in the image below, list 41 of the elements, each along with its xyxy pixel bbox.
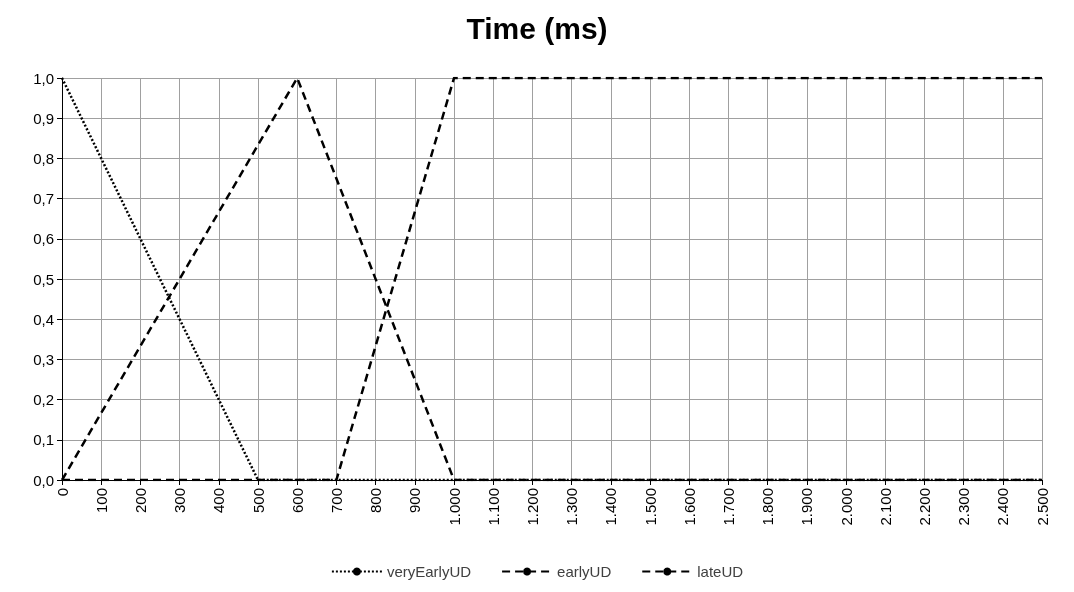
y-tick-label: 0,2 <box>33 391 54 409</box>
y-tick-label: 0,3 <box>33 350 54 368</box>
x-tick-label: 100 <box>92 488 110 514</box>
y-tick-label: 0,8 <box>33 149 54 167</box>
legend-label: earlyUD <box>557 563 612 580</box>
legend-label: veryEarlyUD <box>386 563 472 580</box>
x-tick-label: 400 <box>210 488 228 514</box>
x-tick-label: 1.900 <box>798 488 816 526</box>
x-tick-label: 900 <box>406 488 424 514</box>
x-tick-label: 300 <box>171 488 189 514</box>
x-tick-label: 1.600 <box>680 488 698 526</box>
x-tick-label: 2.100 <box>876 488 894 526</box>
y-tick-label: 0,6 <box>33 230 54 248</box>
x-tick-label: 1.100 <box>484 488 502 526</box>
x-tick-label: 0 <box>53 488 71 497</box>
x-tick-label: 1.500 <box>641 488 659 526</box>
x-tick-label: 2.300 <box>955 488 973 526</box>
y-tick-label: 0,9 <box>33 109 54 127</box>
x-tick-label: 1.300 <box>563 488 581 526</box>
chart-title: Time (ms) <box>466 11 608 45</box>
x-tick-label: 800 <box>367 488 385 514</box>
x-tick-label: 2.400 <box>994 488 1012 526</box>
y-tick-label: 0,5 <box>33 270 54 288</box>
y-tick-label: 0,0 <box>33 471 54 489</box>
x-tick-label: 200 <box>131 488 149 514</box>
y-tick-label: 0,7 <box>33 190 54 208</box>
x-tick-label: 1.200 <box>523 488 541 526</box>
y-tick-label: 1,0 <box>33 69 54 87</box>
x-tick-label: 2.000 <box>837 488 855 526</box>
y-tick-label: 0,4 <box>33 310 54 328</box>
x-tick-label: 500 <box>249 488 267 514</box>
x-tick-label: 1.000 <box>445 488 463 526</box>
y-tick-label: 0,1 <box>33 431 54 449</box>
x-tick-label: 600 <box>288 488 306 514</box>
x-tick-label: 700 <box>327 488 345 514</box>
legend-label: lateUD <box>697 563 744 580</box>
x-tick-label: 2.200 <box>915 488 933 526</box>
x-tick-label: 2.500 <box>1033 488 1051 526</box>
x-tick-label: 1.400 <box>602 488 620 526</box>
x-tick-label: 1.800 <box>759 488 777 526</box>
x-tick-label: 1.700 <box>719 488 737 526</box>
